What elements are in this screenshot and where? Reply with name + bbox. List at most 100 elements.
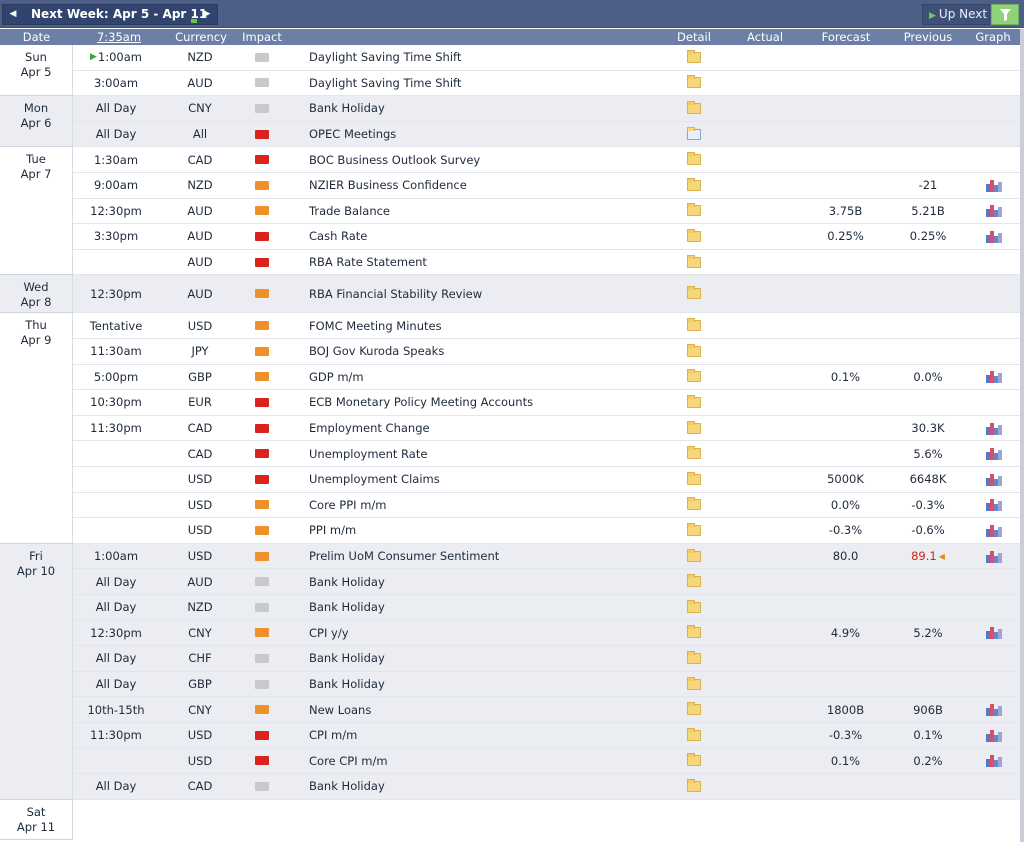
impact-high-icon[interactable]: [255, 423, 269, 433]
event-title-label[interactable]: Bank Holiday: [309, 779, 385, 794]
event-title-label[interactable]: Employment Change: [309, 421, 430, 436]
event-row[interactable]: All Day CHF Bank Holiday: [73, 646, 1020, 672]
impact-high-icon[interactable]: [255, 397, 269, 407]
impact-low-icon[interactable]: [255, 52, 269, 62]
detail-folder-icon[interactable]: [687, 394, 701, 408]
impact-medium-icon[interactable]: [255, 346, 269, 356]
event-title[interactable]: Bank Holiday: [309, 672, 669, 697]
detail-docs-icon[interactable]: [687, 126, 701, 140]
event-row[interactable]: 1:30am CAD BOC Business Outlook Survey: [73, 147, 1020, 173]
graph-icon[interactable]: [986, 422, 1002, 435]
detail-folder-icon[interactable]: [687, 75, 701, 89]
graph-icon[interactable]: [986, 204, 1002, 218]
scrollbar-edge[interactable]: [1020, 29, 1024, 842]
event-title[interactable]: Daylight Saving Time Shift: [309, 45, 669, 70]
graph-icon[interactable]: [986, 754, 1002, 768]
detail-folder-icon[interactable]: [687, 286, 701, 300]
impact-low-icon[interactable]: [255, 78, 269, 88]
impact-high-icon[interactable]: [255, 257, 269, 267]
impact-high-icon[interactable]: [255, 474, 269, 484]
event-row[interactable]: 11:30pm CAD Employment Change 30.3K: [73, 416, 1020, 442]
event-row[interactable]: All Day CAD Bank Holiday: [73, 774, 1020, 800]
event-title-label[interactable]: Bank Holiday: [309, 101, 385, 116]
event-title[interactable]: Core CPI m/m: [309, 749, 669, 774]
event-title-label[interactable]: RBA Financial Stability Review: [309, 286, 483, 301]
impact-low-icon[interactable]: [255, 577, 269, 587]
event-row[interactable]: All Day GBP Bank Holiday: [73, 671, 1020, 698]
event-title-label[interactable]: Daylight Saving Time Shift: [309, 75, 462, 90]
detail-folder-icon[interactable]: [687, 548, 701, 562]
event-row[interactable]: All Day CNY Bank Holiday: [73, 96, 1020, 122]
event-title[interactable]: ECB Monetary Policy Meeting Accounts: [309, 390, 669, 415]
impact-medium-icon[interactable]: [255, 289, 269, 299]
impact-medium-icon[interactable]: [255, 321, 269, 331]
event-row[interactable]: 12:30pm AUD Trade Balance 3.75B 5.21B: [73, 199, 1020, 225]
event-row[interactable]: 1:00am USD Prelim UoM Consumer Sentiment 80…: [73, 543, 1020, 570]
impact-low-icon[interactable]: [255, 679, 269, 689]
impact-low-icon[interactable]: [255, 781, 269, 791]
event-title[interactable]: RBA Rate Statement: [309, 250, 669, 275]
impact-low-icon[interactable]: [255, 602, 269, 612]
event-title[interactable]: Core PPI m/m: [309, 493, 669, 518]
event-row[interactable]: AUD RBA Rate Statement: [73, 250, 1020, 276]
event-row[interactable]: USD Unemployment Claims 5000K 6648K: [73, 467, 1020, 493]
impact-high-icon[interactable]: [255, 730, 269, 740]
detail-folder-icon[interactable]: [687, 177, 701, 191]
event-title[interactable]: Bank Holiday: [309, 646, 669, 671]
event-row[interactable]: 5:00pm GBP GDP m/m 0.1% 0.0%: [73, 365, 1020, 391]
event-title-label[interactable]: Trade Balance: [309, 203, 391, 218]
detail-folder-icon[interactable]: [687, 625, 701, 639]
impact-medium-icon[interactable]: [255, 705, 269, 715]
impact-medium-icon[interactable]: [255, 180, 269, 190]
filter-button[interactable]: [991, 4, 1019, 25]
impact-high-icon[interactable]: [255, 129, 269, 139]
detail-folder-icon[interactable]: [687, 100, 701, 114]
event-row[interactable]: CAD Unemployment Rate 5.6%: [73, 441, 1020, 467]
event-row[interactable]: USD Core CPI m/m 0.1% 0.2%: [73, 748, 1020, 775]
event-title[interactable]: PPI m/m: [309, 518, 669, 543]
prev-week-icon[interactable]: ◀: [9, 9, 17, 19]
detail-folder-icon[interactable]: [687, 152, 701, 166]
event-row[interactable]: 11:30pm USD CPI m/m -0.3% 0.1%: [73, 723, 1020, 749]
impact-low-icon[interactable]: [255, 653, 269, 663]
detail-folder-icon[interactable]: [687, 574, 701, 588]
event-title-label[interactable]: CPI y/y: [309, 625, 349, 640]
event-title[interactable]: Bank Holiday: [309, 96, 669, 121]
event-title-label[interactable]: NZIER Business Confidence: [309, 178, 467, 193]
detail-folder-icon[interactable]: [687, 203, 701, 217]
event-title-label[interactable]: Core CPI m/m: [309, 753, 388, 768]
event-title[interactable]: New Loans: [309, 697, 669, 722]
header-time[interactable]: 7:35am: [96, 30, 142, 44]
event-title-label[interactable]: OPEC Meetings: [309, 127, 397, 142]
impact-medium-icon[interactable]: [255, 628, 269, 638]
week-label[interactable]: Next Week: Apr 5 - Apr 11: [31, 7, 208, 21]
event-title[interactable]: BOJ Gov Kuroda Speaks: [309, 339, 669, 364]
event-row[interactable]: 12:30pm AUD RBA Financial Stability Review: [73, 275, 1020, 314]
event-title-label[interactable]: Bank Holiday: [309, 677, 385, 692]
event-title-label[interactable]: Bank Holiday: [309, 651, 385, 666]
detail-folder-icon[interactable]: [687, 420, 701, 434]
impact-high-icon[interactable]: [255, 155, 269, 165]
event-row[interactable]: USD Core PPI m/m 0.0% -0.3%: [73, 493, 1020, 519]
graph-icon[interactable]: [986, 498, 1002, 512]
impact-medium-icon[interactable]: [255, 372, 269, 382]
event-title[interactable]: Unemployment Claims: [309, 467, 669, 492]
detail-folder-icon[interactable]: [687, 650, 701, 664]
detail-folder-icon[interactable]: [687, 446, 701, 460]
event-title[interactable]: FOMC Meeting Minutes: [309, 313, 669, 338]
event-title[interactable]: CPI y/y: [309, 621, 669, 646]
event-row[interactable]: All Day All OPEC Meetings: [73, 121, 1020, 148]
event-row[interactable]: 11:30am JPY BOJ Gov Kuroda Speaks: [73, 339, 1020, 365]
event-title[interactable]: GDP m/m: [309, 365, 669, 390]
up-next-button[interactable]: ▶ Up Next: [922, 4, 990, 25]
graph-icon[interactable]: [986, 524, 1002, 537]
graph-icon[interactable]: [986, 626, 1002, 640]
detail-folder-icon[interactable]: [687, 369, 701, 383]
graph-icon[interactable]: [986, 370, 1002, 384]
detail-folder-icon[interactable]: [687, 778, 701, 792]
impact-high-icon[interactable]: [255, 756, 269, 766]
event-title-label[interactable]: BOC Business Outlook Survey: [309, 152, 481, 167]
detail-folder-icon[interactable]: [687, 702, 701, 716]
event-title-label[interactable]: New Loans: [309, 702, 372, 717]
event-title[interactable]: OPEC Meetings: [309, 122, 669, 147]
